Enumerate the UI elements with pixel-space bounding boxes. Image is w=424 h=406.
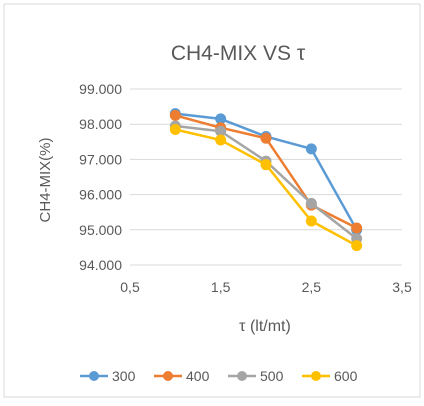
x-tick-label: 2,5 [302, 279, 322, 295]
data-point [351, 240, 363, 252]
x-axis-ticks: 0,5 1,5 2,5 3,5 [120, 279, 412, 295]
y-tick-label: 97.000 [79, 151, 122, 167]
x-axis-label: τ (lt/mt) [239, 318, 291, 335]
data-point [260, 132, 272, 144]
legend-label: 300 [112, 368, 136, 384]
x-tick-label: 3,5 [392, 279, 412, 295]
y-tick-label: 94.000 [79, 257, 122, 273]
legend-label: 500 [260, 368, 284, 384]
legend: 300 400 500 600 [80, 368, 358, 384]
series-600 [169, 123, 363, 252]
legend-marker [89, 371, 99, 381]
legend-item-500: 500 [228, 368, 284, 384]
x-tick-label: 1,5 [211, 279, 231, 295]
data-point [169, 109, 181, 121]
chart-border [3, 3, 421, 398]
data-point [305, 215, 317, 227]
legend-marker [163, 371, 173, 381]
y-axis-ticks: 94.000 95.000 96.000 97.000 98.000 99.000 [79, 81, 122, 273]
legend-item-600: 600 [302, 368, 358, 384]
data-point [351, 222, 363, 234]
legend-item-300: 300 [80, 368, 136, 384]
data-point [260, 159, 272, 171]
y-tick-label: 95.000 [79, 222, 122, 238]
y-tick-label: 99.000 [79, 81, 122, 97]
chart-title: CH4-MIX VS τ [171, 42, 306, 65]
series-layer [169, 108, 363, 252]
legend-marker [237, 371, 247, 381]
legend-item-400: 400 [154, 368, 210, 384]
x-tick-label: 0,5 [120, 279, 140, 295]
data-point [305, 143, 317, 155]
series-400 [169, 109, 363, 234]
y-axis-label: CH4-MIX(%) [37, 137, 54, 222]
legend-label: 400 [186, 368, 210, 384]
data-point [305, 197, 317, 209]
legend-marker [311, 371, 321, 381]
y-tick-label: 98.000 [79, 116, 122, 132]
data-point [215, 134, 227, 146]
legend-label: 600 [334, 368, 358, 384]
y-tick-label: 96.000 [79, 187, 122, 203]
data-point [169, 123, 181, 135]
